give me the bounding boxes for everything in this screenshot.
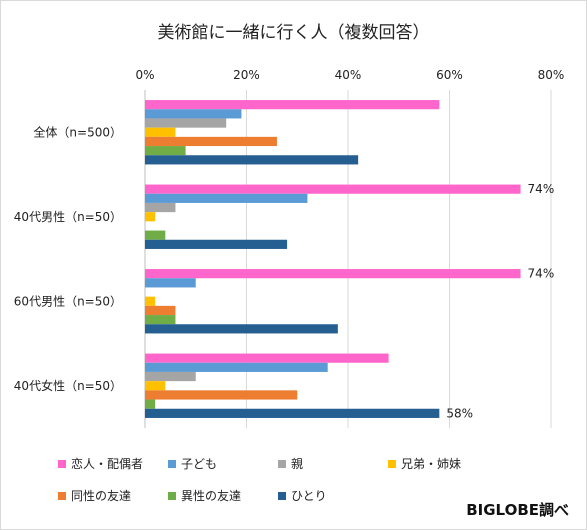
bar: [145, 136, 277, 147]
legend-item: 同性の友達: [58, 487, 131, 504]
bar: [145, 362, 328, 372]
bar: [145, 408, 440, 418]
data-label: 74%: [528, 182, 555, 196]
category-label: 40代女性（n=50）: [14, 378, 122, 393]
bar: [145, 146, 186, 156]
tick-label: 60%: [436, 68, 463, 82]
legend-swatch: [168, 459, 176, 468]
legend-swatch: [278, 491, 286, 500]
bar: [145, 324, 338, 334]
bar: [145, 278, 196, 288]
bar: [145, 109, 242, 119]
legend-item: 異性の友達: [168, 487, 241, 504]
legend-item: 親: [278, 455, 303, 472]
legend-swatch: [58, 491, 66, 500]
bar: [145, 315, 176, 325]
bar: [145, 390, 298, 400]
bar: [145, 212, 156, 222]
bar: [145, 399, 156, 409]
category-label: 全体（n=500）: [33, 124, 122, 139]
legend-item: ひとり: [278, 487, 327, 504]
legend-label: ひとり: [291, 489, 327, 503]
bar: [145, 230, 166, 240]
data-label: 58%: [446, 406, 473, 420]
tick-label: 40%: [335, 68, 362, 82]
bar: [145, 155, 359, 165]
data-label: 74%: [528, 267, 555, 281]
bar: [145, 371, 196, 382]
legend-swatch: [278, 459, 286, 468]
bar: [145, 269, 521, 279]
legend-label: 異性の友達: [181, 489, 242, 503]
category-label: 60代男性（n=50）: [14, 294, 122, 308]
bar: [145, 381, 166, 391]
chart-title: 美術館に一緒に行く人（複数回答）: [157, 23, 430, 43]
tick-label: 0%: [135, 68, 154, 82]
tick-label: 20%: [233, 68, 260, 82]
bar: [145, 296, 156, 306]
legend-swatch: [388, 459, 396, 468]
bar: [145, 202, 176, 213]
legend-label: 恋人・配偶者: [71, 457, 144, 471]
category-label: 40代男性（n=50）: [14, 210, 122, 224]
bar: [145, 353, 389, 363]
bar: [145, 193, 308, 203]
source-credit: BIGLOBE調べ: [466, 501, 569, 519]
bar: [145, 239, 288, 249]
bar: [145, 127, 176, 137]
bar: [145, 118, 227, 128]
bar: [145, 305, 176, 316]
legend-item: 恋人・配偶者: [58, 455, 143, 472]
legend-label: 兄弟・姉妹: [401, 457, 462, 471]
legend: 恋人・配偶者 子ども 親 兄弟・姉妹同性の友達 異性の友達 ひとり: [58, 455, 498, 511]
bar: [145, 100, 440, 110]
legend-label: 同性の友達: [71, 489, 132, 503]
legend-item: 兄弟・姉妹: [388, 455, 461, 472]
legend-label: 親: [291, 457, 304, 471]
legend-label: 子ども: [181, 457, 218, 471]
legend-swatch: [168, 491, 176, 500]
bar: [145, 184, 521, 194]
tick-label: 80%: [538, 68, 565, 82]
legend-swatch: [58, 459, 66, 468]
legend-item: 子ども: [168, 455, 217, 472]
